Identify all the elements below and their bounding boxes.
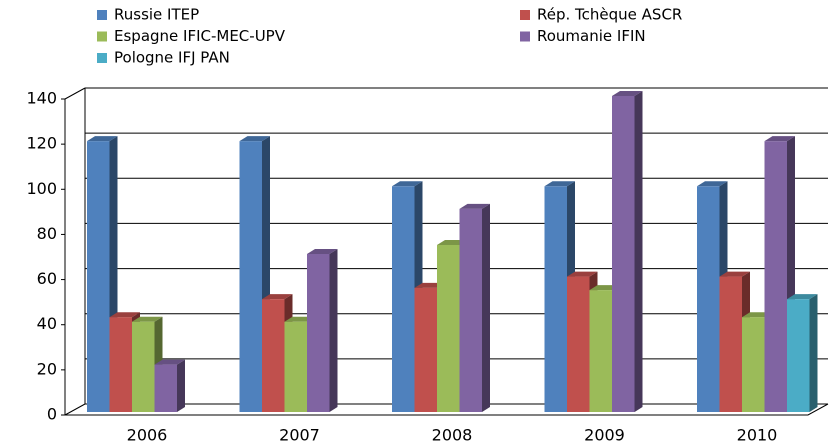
bar-face	[437, 244, 460, 412]
bar	[459, 203, 490, 412]
bar-face	[262, 299, 285, 412]
bar-face	[634, 91, 643, 412]
bar-face	[482, 203, 490, 412]
y-tick-label: 60	[37, 269, 57, 288]
y-tick-label: 40	[37, 314, 57, 333]
bar-face	[612, 96, 635, 412]
bar	[154, 359, 185, 412]
bar-face	[132, 316, 163, 322]
bar-face	[719, 271, 750, 277]
y-tick-label: 120	[26, 134, 57, 153]
legend-swatch	[520, 10, 530, 20]
bar-face	[329, 249, 338, 412]
bar-face	[132, 321, 155, 412]
floor	[64, 403, 829, 416]
y-tick-label: 80	[37, 224, 57, 243]
bar-face	[459, 208, 482, 412]
legend-label: Russie ITEP	[114, 6, 199, 24]
bar-face	[544, 181, 575, 187]
bar-face	[262, 294, 293, 300]
bar-face	[109, 317, 132, 412]
bar-face	[742, 317, 765, 412]
legend-label: Rép. Tchèque ASCR	[537, 6, 682, 24]
bar	[787, 294, 818, 412]
bar-face	[87, 141, 110, 412]
y-axis-depth	[64, 87, 86, 100]
bar-face	[392, 181, 423, 187]
bar-face	[697, 186, 720, 412]
x-tick-label: 2009	[584, 426, 625, 445]
bar-face	[612, 91, 643, 96]
x-tick-label: 2007	[279, 426, 320, 445]
y-tick-label: 0	[47, 405, 57, 424]
bar-face	[697, 181, 728, 187]
bar-face	[177, 359, 185, 412]
bar-face	[307, 254, 330, 412]
bar-face	[589, 290, 612, 412]
bar-face	[239, 141, 262, 412]
y-tick-label: 140	[26, 89, 57, 108]
bar-face	[239, 136, 270, 142]
bar-face	[809, 294, 818, 412]
bar-face	[284, 321, 307, 412]
bar-face	[544, 186, 567, 412]
legend-label: Pologne IFJ PAN	[114, 49, 230, 67]
bar-face	[392, 186, 415, 412]
y-tick-label: 20	[37, 359, 57, 378]
bar-face	[764, 141, 787, 412]
bar	[307, 249, 338, 412]
legend-swatch	[97, 31, 107, 42]
bar	[612, 91, 643, 412]
legend-swatch	[97, 10, 107, 20]
bar-face	[109, 312, 140, 318]
bar-face	[307, 249, 338, 254]
bar-face	[787, 294, 818, 300]
legend-label: Espagne IFIC-MEC-UPV	[114, 27, 286, 45]
bar-face	[719, 276, 742, 412]
bar-face	[154, 359, 185, 365]
bar-face	[764, 136, 795, 142]
x-tick-label: 2010	[737, 426, 778, 445]
x-tick-label: 2008	[432, 426, 473, 445]
y-tick-label: 100	[26, 179, 57, 198]
bar-face	[87, 136, 118, 142]
bar-face	[154, 364, 177, 412]
bar-face	[787, 299, 810, 412]
legend-swatch	[520, 31, 530, 42]
x-tick-label: 2006	[127, 426, 168, 445]
legend-label: Roumanie IFIN	[537, 27, 646, 45]
bar-face	[414, 287, 437, 412]
bar-face	[567, 276, 590, 412]
bar-face	[567, 271, 598, 277]
legend-swatch	[97, 53, 107, 63]
bar-face	[459, 203, 490, 209]
